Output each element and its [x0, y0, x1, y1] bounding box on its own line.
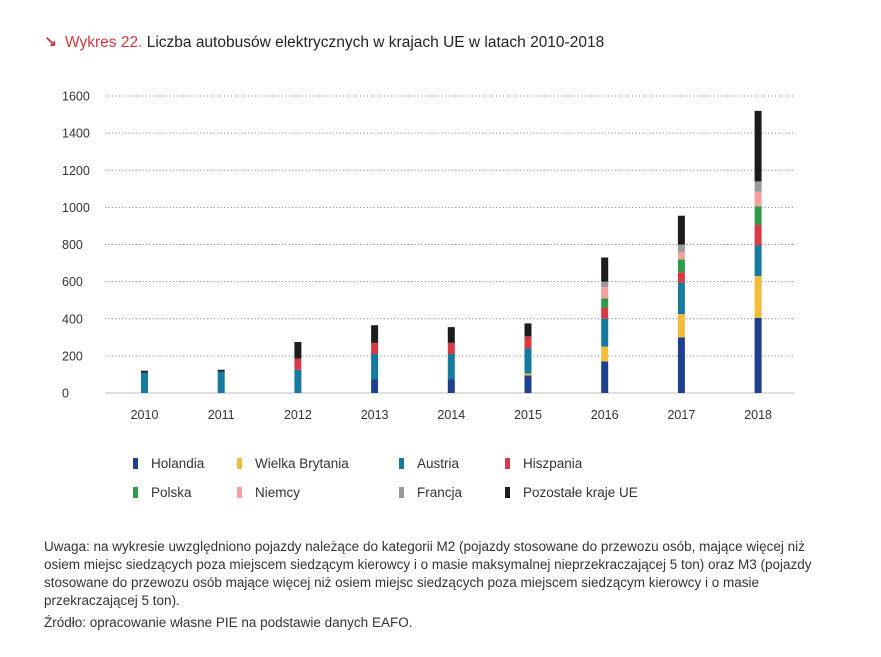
bar-segment: [754, 225, 762, 246]
bar-segment: [754, 110, 762, 182]
legend-swatch: [237, 487, 242, 498]
bar-segment: [447, 327, 455, 343]
y-tick-label: 400: [62, 312, 83, 326]
legend-swatch: [237, 458, 242, 469]
bar-segment: [754, 245, 762, 277]
bar-segment: [677, 259, 685, 273]
x-tick-label: 2013: [361, 408, 389, 422]
legend-item: Hiszpania: [505, 456, 582, 471]
bar-segment: [601, 307, 609, 319]
x-tick-label: 2010: [131, 408, 159, 422]
legend-item: Francja: [399, 485, 462, 500]
y-tick-label: 1200: [62, 164, 90, 178]
legend-item: Austria: [399, 456, 459, 471]
bar-segment: [677, 272, 685, 283]
bar-segment: [677, 282, 685, 315]
legend-item: Wielka Brytania: [237, 456, 349, 471]
legend-swatch: [505, 458, 510, 469]
bar-segment: [524, 323, 532, 337]
bar-segment: [677, 244, 685, 252]
y-tick-label: 0: [62, 387, 69, 401]
bar-segment: [754, 317, 762, 393]
x-tick-label: 2011: [208, 408, 235, 422]
y-axis-ticks: 0 200 400 600 800 1000 1200 1400 1600: [62, 90, 90, 401]
legend-label: Niemcy: [255, 485, 301, 500]
bar-segment: [524, 336, 532, 349]
bar-segment: [141, 372, 148, 393]
y-tick-label: 1000: [62, 201, 90, 215]
bar-segment: [601, 287, 609, 299]
bar-segment: [754, 276, 762, 318]
chart-title-prefix: Wykres 22.: [65, 34, 143, 51]
bar-segment: [601, 318, 609, 347]
legend-label: Francja: [417, 485, 463, 500]
chart-title: ↘ Wykres 22. Liczba autobusów elektryczny…: [44, 33, 604, 52]
bar-segment: [601, 257, 609, 282]
x-tick-label: 2017: [667, 408, 695, 422]
y-tick-label: 200: [62, 349, 83, 363]
bar-segment: [524, 348, 532, 374]
legend-label: Hiszpania: [523, 456, 583, 471]
bar-segment: [371, 354, 379, 380]
x-tick-label: 2016: [591, 408, 619, 422]
bar-segment: [524, 373, 532, 376]
legend-label: Holandia: [151, 456, 205, 471]
legend-label: Polska: [151, 485, 192, 500]
bar-segment: [371, 325, 379, 343]
legend-swatch: [399, 487, 404, 498]
bars: [141, 110, 762, 393]
y-tick-label: 1600: [62, 90, 90, 104]
y-tick-label: 1400: [62, 127, 90, 141]
legend-label: Pozostałe kraje UE: [523, 485, 638, 500]
bar-segment: [754, 181, 762, 192]
x-tick-label: 2015: [514, 408, 542, 422]
bar-segment: [294, 341, 302, 359]
bar-segment: [524, 375, 532, 393]
x-axis-ticks: 2010 2011 2012 2013 2014 2015 2016 2017 2018: [131, 408, 772, 422]
legend-swatch: [133, 487, 138, 498]
bar-segment: [447, 379, 455, 393]
legend-item: Polska: [133, 485, 192, 500]
bar-segment: [294, 369, 302, 393]
arrow-down-right-icon: ↘: [44, 34, 57, 51]
x-tick-label: 2018: [744, 408, 772, 422]
bar-segment: [754, 206, 762, 226]
bar-segment: [217, 369, 225, 372]
bar-segment: [447, 354, 455, 380]
legend-item: Niemcy: [237, 485, 300, 500]
bar-segment: [601, 298, 609, 308]
y-tick-label: 600: [62, 275, 83, 289]
bar-segment: [371, 342, 379, 355]
bar-segment: [447, 342, 455, 355]
y-tick-label: 800: [62, 238, 83, 252]
legend-swatch: [505, 487, 510, 498]
bar-segment: [754, 191, 762, 207]
legend-swatch: [399, 458, 404, 469]
bar-segment: [294, 358, 302, 370]
legend-swatch: [133, 458, 138, 469]
legend-item: Pozostałe kraje UE: [505, 485, 638, 500]
legend-label: Austria: [417, 456, 460, 471]
x-tick-label: 2014: [437, 408, 465, 422]
legend-item: Holandia: [133, 456, 204, 471]
bar-segment: [141, 370, 148, 373]
bar-segment: [677, 215, 685, 245]
bar-segment: [601, 361, 609, 393]
bar-segment: [217, 371, 225, 393]
legend-label: Wielka Brytania: [255, 456, 349, 471]
bar-segment: [677, 251, 685, 260]
bar-segment: [677, 314, 685, 338]
bar-segment: [371, 379, 379, 393]
chart-title-text: Liczba autobusów elektrycznych w krajach…: [146, 34, 605, 51]
chart-source: Źródło: opracowanie własne PIE na podsta…: [44, 615, 413, 630]
bar-segment: [601, 346, 609, 362]
bar-segment: [601, 281, 609, 288]
bar-segment: [677, 337, 685, 393]
chart-note: Uwaga: na wykresie uwzględniono pojazdy …: [44, 539, 812, 608]
x-tick-label: 2012: [284, 408, 312, 422]
